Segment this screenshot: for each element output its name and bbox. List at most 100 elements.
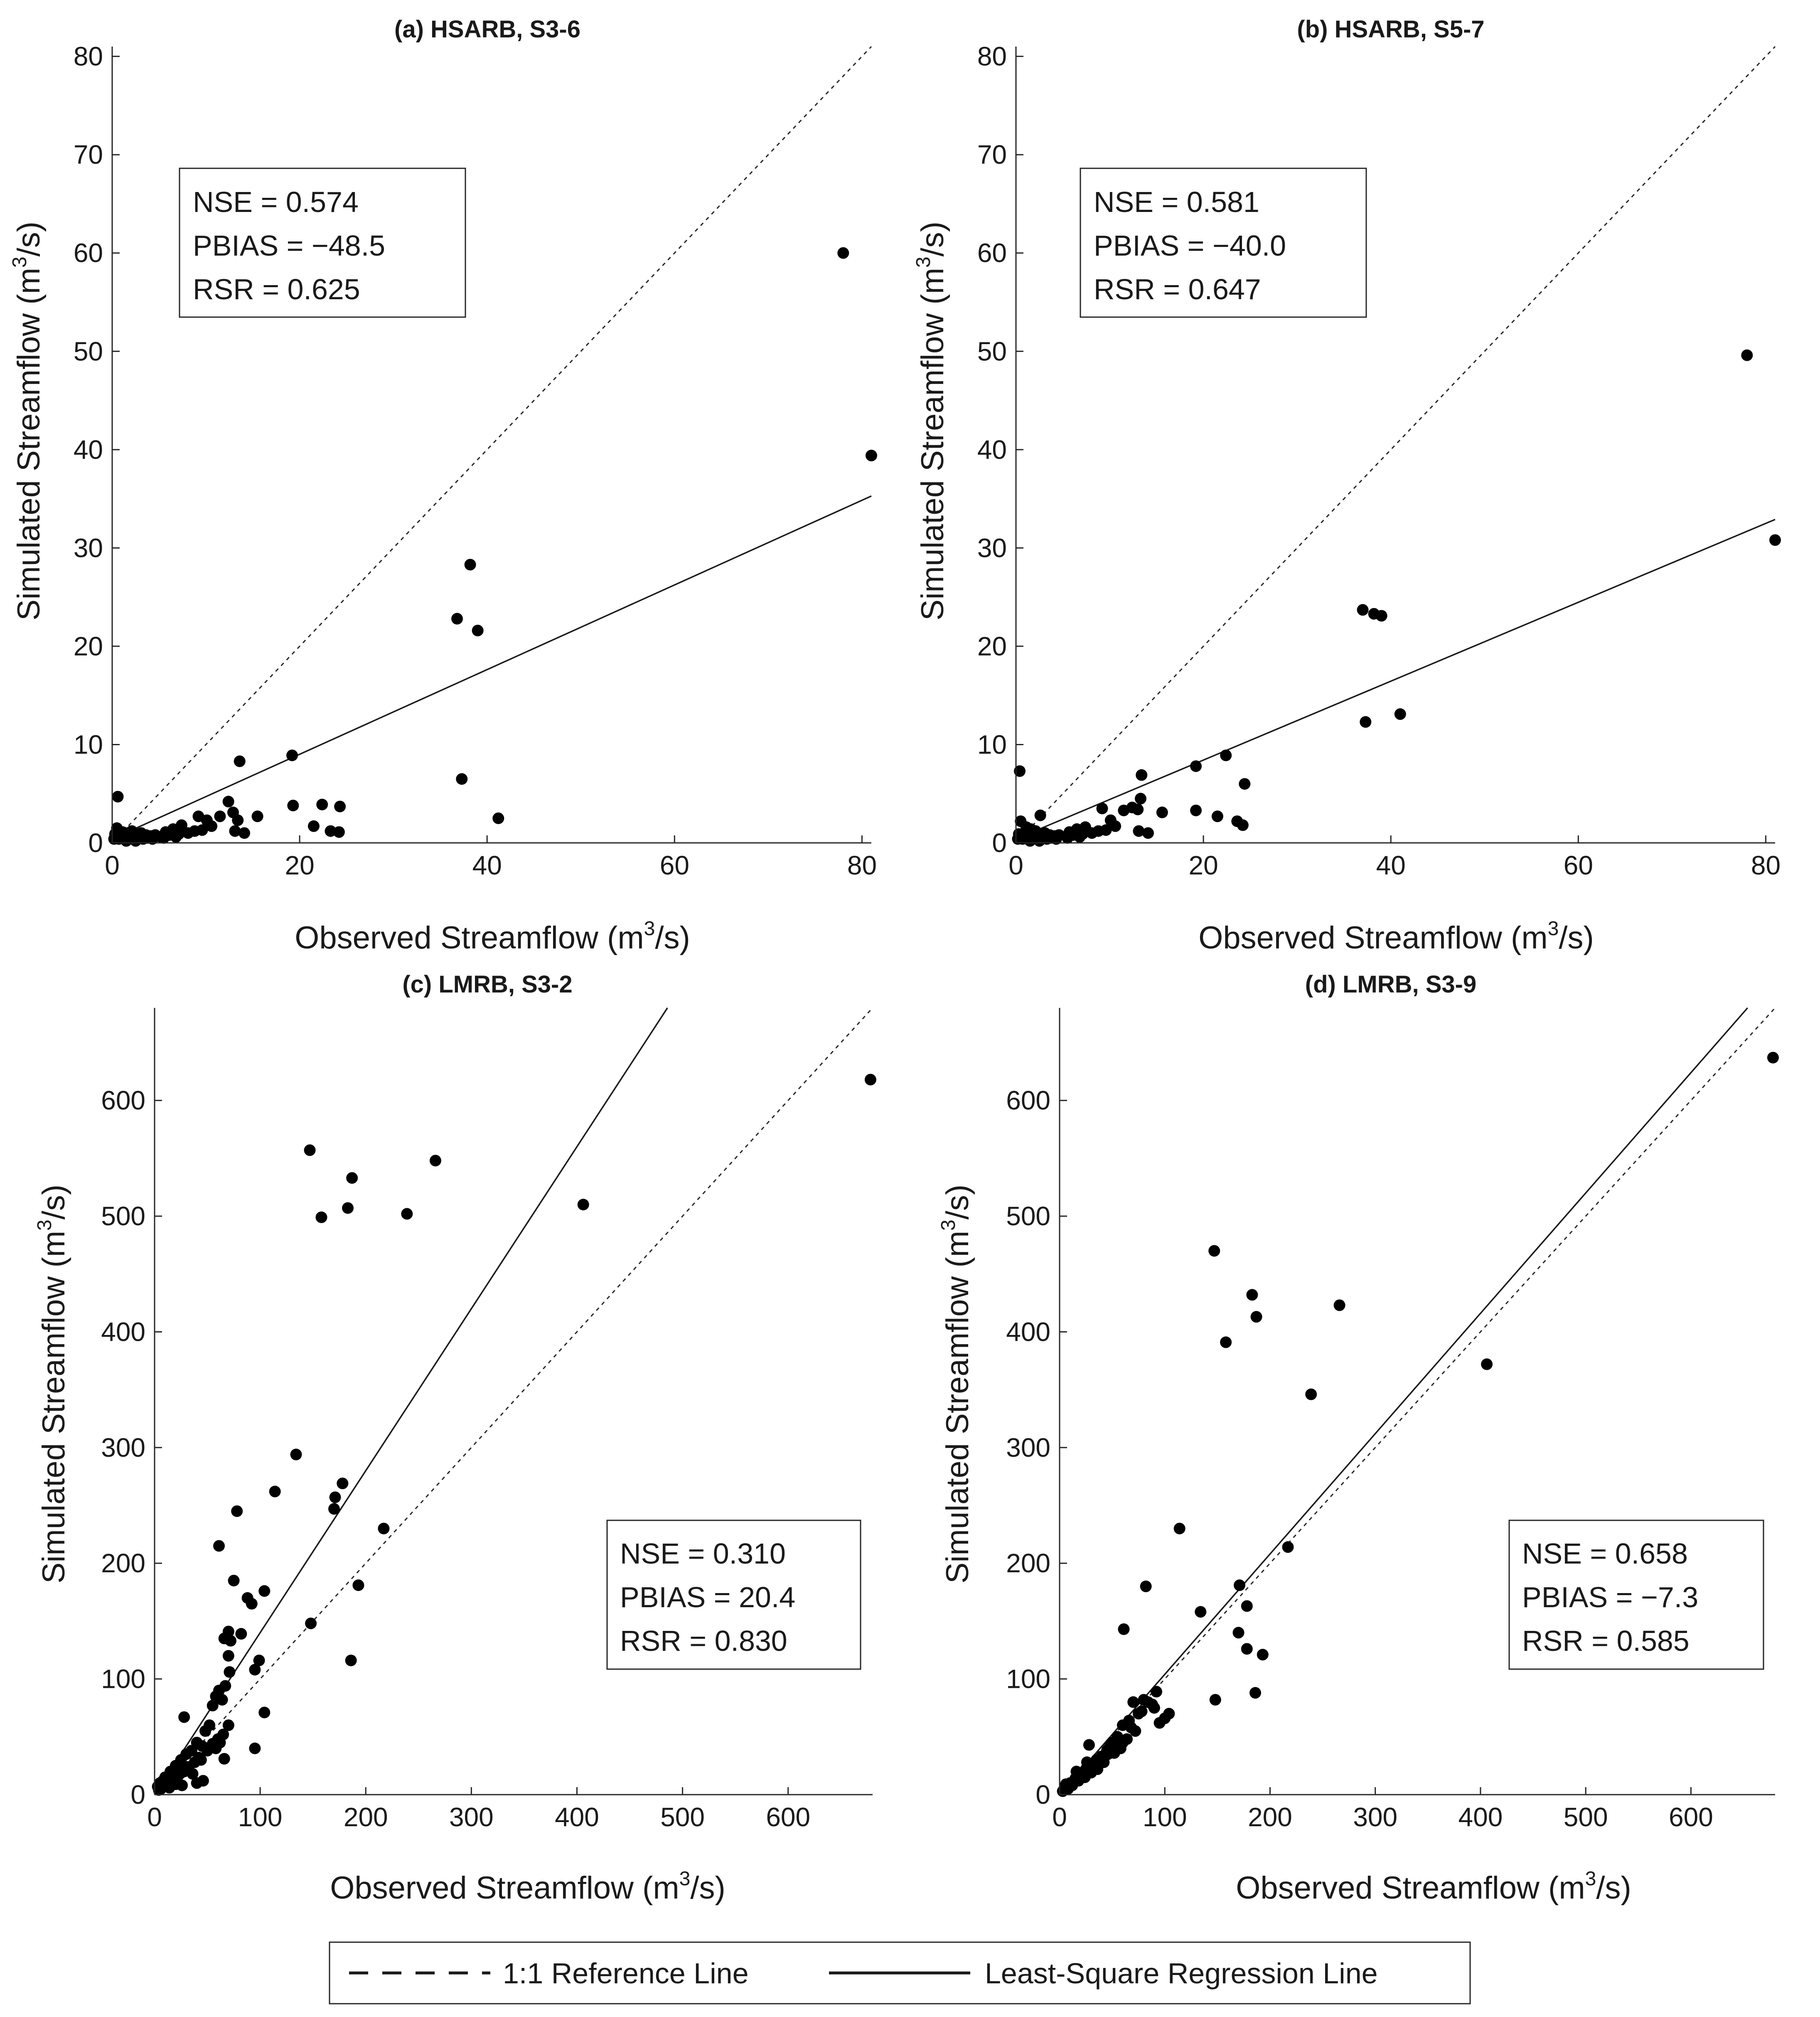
data-point	[305, 1617, 317, 1629]
data-point	[307, 820, 320, 832]
x-tick-label: 80	[1751, 850, 1781, 880]
y-tick-label: 20	[977, 631, 1007, 661]
y-tick-label: 60	[977, 238, 1007, 268]
pbias-value: PBIAS = −48.5	[193, 229, 385, 262]
data-point	[286, 749, 298, 761]
data-point	[158, 832, 170, 844]
panel-title: (c) LMRB, S3-2	[402, 971, 572, 998]
x-tick-label: 60	[660, 850, 689, 880]
data-point	[1118, 804, 1130, 816]
data-point	[287, 800, 299, 812]
y-axis-label: Simulated Streamflow (m3/s)	[912, 222, 950, 621]
panel-b: (b) HSARB, S5-7 0 20 40 60 80 0 10 20 30 40 50 60 70…	[912, 16, 1781, 956]
data-point	[328, 1503, 340, 1515]
x-tick-label: 600	[1669, 1802, 1713, 1832]
data-point	[378, 1522, 390, 1534]
data-point	[112, 791, 124, 803]
y-tick-label: 600	[101, 1086, 145, 1116]
data-point	[1156, 806, 1168, 818]
rsr-value: RSR = 0.585	[1522, 1625, 1690, 1657]
data-point	[345, 1655, 357, 1667]
data-point	[1257, 1649, 1269, 1661]
y-tick-label: 50	[74, 336, 103, 366]
data-point	[334, 800, 346, 813]
x-tick-label: 300	[449, 1802, 494, 1832]
data-point	[180, 1763, 192, 1775]
data-point	[1232, 1627, 1244, 1639]
data-point	[251, 810, 263, 823]
data-point	[866, 450, 877, 462]
y-tick-label: 100	[1006, 1664, 1050, 1694]
y-tick-label: 0	[88, 828, 103, 858]
data-point	[146, 833, 158, 845]
data-point	[1249, 1687, 1262, 1699]
regression-line	[154, 1007, 668, 1795]
data-point	[234, 755, 246, 767]
data-point	[1282, 1541, 1294, 1553]
x-tick-label: 80	[847, 850, 877, 880]
data-point	[165, 1773, 177, 1786]
data-point	[1074, 831, 1086, 843]
data-point	[153, 1784, 165, 1796]
data-point	[1357, 604, 1369, 616]
data-point	[178, 1711, 190, 1723]
x-tick-label: 500	[1564, 1802, 1608, 1832]
stats-box	[1508, 1520, 1764, 1670]
x-tick-label: 400	[1458, 1802, 1503, 1832]
data-point	[1096, 803, 1108, 815]
regression-line	[1059, 1007, 1749, 1795]
regression-line	[1016, 519, 1776, 840]
data-point	[1132, 803, 1144, 815]
data-point	[1133, 825, 1145, 837]
data-point	[258, 1585, 271, 1597]
data-point	[316, 798, 328, 810]
nse-value: NSE = 0.574	[193, 186, 359, 218]
panel-title: (a) HSARB, S3-6	[394, 16, 580, 43]
data-point	[1140, 1580, 1152, 1592]
data-point	[1148, 1702, 1160, 1714]
pbias-value: PBIAS = −40.0	[1094, 229, 1286, 262]
data-point	[191, 1777, 203, 1789]
data-point	[235, 1628, 247, 1640]
data-point	[1062, 832, 1074, 844]
data-point	[837, 247, 849, 259]
data-point	[1241, 1643, 1253, 1655]
x-axis-label: Observed Streamflow (m3/s)	[1236, 1868, 1631, 1906]
y-tick-label: 0	[130, 1780, 145, 1810]
data-point	[333, 826, 345, 838]
data-point	[577, 1199, 589, 1211]
data-point	[1013, 828, 1025, 840]
data-point	[182, 827, 194, 839]
y-tick-label: 300	[101, 1433, 145, 1463]
data-point	[1104, 1740, 1116, 1752]
data-point	[1136, 1705, 1148, 1717]
data-point	[246, 1598, 258, 1610]
data-point	[1481, 1358, 1493, 1370]
data-point	[315, 1211, 327, 1223]
x-tick-label: 60	[1564, 850, 1593, 880]
reference-line	[1015, 46, 1776, 844]
pbias-value: PBIAS = 20.4	[620, 1581, 795, 1613]
y-tick-label: 400	[101, 1317, 145, 1347]
y-tick-label: 0	[1035, 1780, 1050, 1810]
data-points	[1012, 349, 1781, 847]
nse-value: NSE = 0.658	[1522, 1537, 1688, 1570]
reference-line	[111, 46, 872, 844]
y-axis-label: Simulated Streamflow (m3/s)	[937, 1185, 975, 1584]
y-tick-label: 10	[74, 729, 103, 759]
y-tick-label: 600	[1006, 1086, 1050, 1116]
x-tick-label: 40	[472, 850, 502, 880]
data-point	[269, 1485, 281, 1497]
data-point	[218, 1753, 230, 1765]
data-point	[170, 831, 182, 843]
data-point	[196, 824, 208, 836]
data-point	[1333, 1299, 1345, 1311]
data-point	[1375, 610, 1387, 622]
data-point	[1305, 1388, 1317, 1400]
legend: 1:1 Reference Line Least-Square Regressi…	[329, 1941, 1471, 2005]
y-tick-label: 70	[977, 140, 1007, 170]
data-point	[222, 1719, 234, 1731]
y-tick-label: 300	[1006, 1433, 1050, 1463]
data-point	[199, 1725, 211, 1737]
